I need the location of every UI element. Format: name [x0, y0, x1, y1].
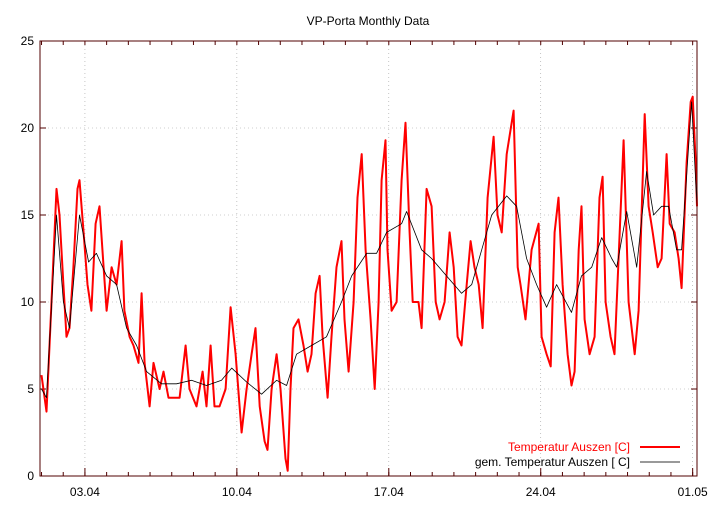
series-line-avg-temperature — [41, 101, 698, 399]
y-tick-label: 5 — [27, 382, 34, 396]
y-tick-label: 25 — [21, 34, 35, 48]
ticks: 0 5 10 15 20 25 03.04 10.04 17.04 24.04 01.05 — [21, 34, 708, 499]
series-group — [40, 95, 698, 472]
x-tick-label: 17.04 — [374, 485, 404, 499]
y-tick-label: 20 — [21, 121, 35, 135]
x-tick-label: 10.04 — [222, 485, 252, 499]
chart-title: VP-Porta Monthly Data — [307, 14, 430, 28]
y-tick-label: 0 — [27, 469, 34, 483]
x-tick-label: 03.04 — [70, 485, 100, 499]
x-tick-label: 01.05 — [678, 485, 708, 499]
x-tick-label: 24.04 — [526, 485, 556, 499]
legend: Temperatur Auszen [C] gem. Temperatur Au… — [475, 440, 680, 469]
legend-label-temperature: Temperatur Auszen [C] — [508, 440, 630, 454]
grid — [40, 41, 697, 476]
plot-border — [39, 40, 698, 477]
legend-label-avg-temperature: gem. Temperatur Auszen [ C] — [475, 455, 630, 469]
y-tick-label: 10 — [21, 295, 35, 309]
series-line-temperature — [40, 95, 698, 472]
y-tick-label: 15 — [21, 208, 35, 222]
